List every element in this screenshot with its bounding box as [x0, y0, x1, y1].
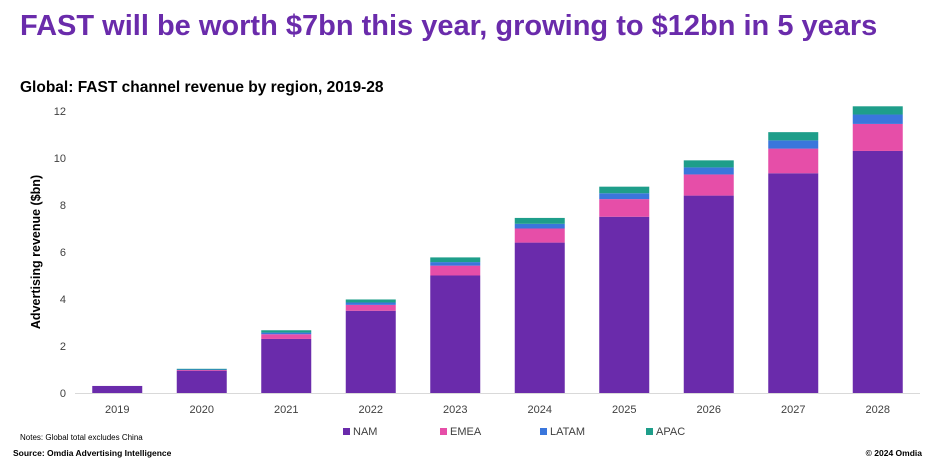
bar-latam-2022 [345, 302, 396, 305]
bar-apac-2024 [514, 217, 565, 224]
bar-nam-2023 [430, 275, 481, 393]
x-tick-label-2025: 2025 [612, 404, 636, 416]
x-tick-label-2027: 2027 [781, 404, 805, 416]
notes: Notes: Global total excludes China [20, 433, 143, 442]
bar-emea-2020 [176, 369, 227, 371]
bar-apac-2027 [768, 132, 819, 141]
bar-latam-2027 [768, 140, 819, 149]
bar-emea-2022 [345, 304, 396, 311]
bar-nam-2022 [345, 310, 396, 393]
legend-swatch-apac [646, 428, 653, 435]
bar-nam-2025 [599, 216, 650, 393]
x-tick-label-2020: 2020 [190, 404, 214, 416]
bar-nam-2024 [514, 242, 565, 393]
bar-emea-2024 [514, 228, 565, 243]
y-tick-label: 2 [60, 341, 66, 353]
legend-swatch-latam [540, 428, 547, 435]
bar-latam-2028 [852, 114, 903, 124]
bar-latam-2021 [261, 332, 312, 335]
x-tick-label-2026: 2026 [697, 404, 721, 416]
bar-emea-2028 [852, 123, 903, 151]
bar-apac-2023 [430, 257, 481, 263]
bar-emea-2021 [261, 334, 312, 339]
y-tick-label: 12 [54, 106, 66, 118]
bar-emea-2026 [683, 174, 734, 196]
bar-nam-2019 [92, 385, 143, 393]
bar-emea-2027 [768, 148, 819, 174]
bar-emea-2023 [430, 265, 481, 276]
x-tick-label-2019: 2019 [105, 404, 129, 416]
headline: FAST will be worth $7bn this year, growi… [20, 10, 878, 42]
bar-apac-2021 [261, 330, 312, 333]
bar-nam-2028 [852, 150, 903, 393]
y-tick-label: 4 [60, 294, 66, 306]
bar-apac-2025 [599, 186, 650, 194]
y-axis-title: Advertising revenue ($bn) [29, 175, 43, 329]
legend-item-emea: EMEA [440, 426, 482, 438]
bar-apac-2028 [852, 106, 903, 115]
bar-nam-2021 [261, 338, 312, 393]
legend-label-latam: LATAM [550, 426, 585, 438]
bar-nam-2020 [176, 370, 227, 393]
bar-nam-2026 [683, 195, 734, 393]
bar-latam-2023 [430, 262, 481, 266]
legend-swatch-emea [440, 428, 447, 435]
bar-apac-2022 [345, 299, 396, 303]
bar-latam-2024 [514, 223, 565, 229]
bar-latam-2026 [683, 167, 734, 175]
bar-nam-2027 [768, 173, 819, 393]
legend-label-apac: APAC [656, 426, 685, 438]
legend-swatch-nam [343, 428, 350, 435]
x-tick-label-2024: 2024 [528, 404, 552, 416]
x-tick-label-2023: 2023 [443, 404, 467, 416]
copyright: © 2024 Omdia [865, 448, 922, 458]
legend-label-nam: NAM [353, 426, 377, 438]
bar-latam-2025 [599, 193, 650, 200]
bar-emea-2025 [599, 199, 650, 217]
bar-apac-2020 [176, 368, 227, 370]
bar-apac-2026 [683, 160, 734, 168]
source: Source: Omdia Advertising Intelligence [13, 448, 172, 458]
legend-label-emea: EMEA [450, 426, 482, 438]
y-tick-label: 0 [60, 388, 66, 400]
legend-item-nam: NAM [343, 426, 377, 438]
y-tick-label: 10 [54, 153, 66, 165]
chart-title: Global: FAST channel revenue by region, … [20, 79, 384, 96]
y-tick-label: 6 [60, 247, 66, 259]
legend-item-latam: LATAM [540, 426, 585, 438]
legend-item-apac: APAC [646, 426, 685, 438]
x-tick-label-2022: 2022 [359, 404, 383, 416]
x-tick-label-2021: 2021 [274, 404, 298, 416]
x-tick-label-2028: 2028 [866, 404, 890, 416]
y-tick-label: 8 [60, 200, 66, 212]
